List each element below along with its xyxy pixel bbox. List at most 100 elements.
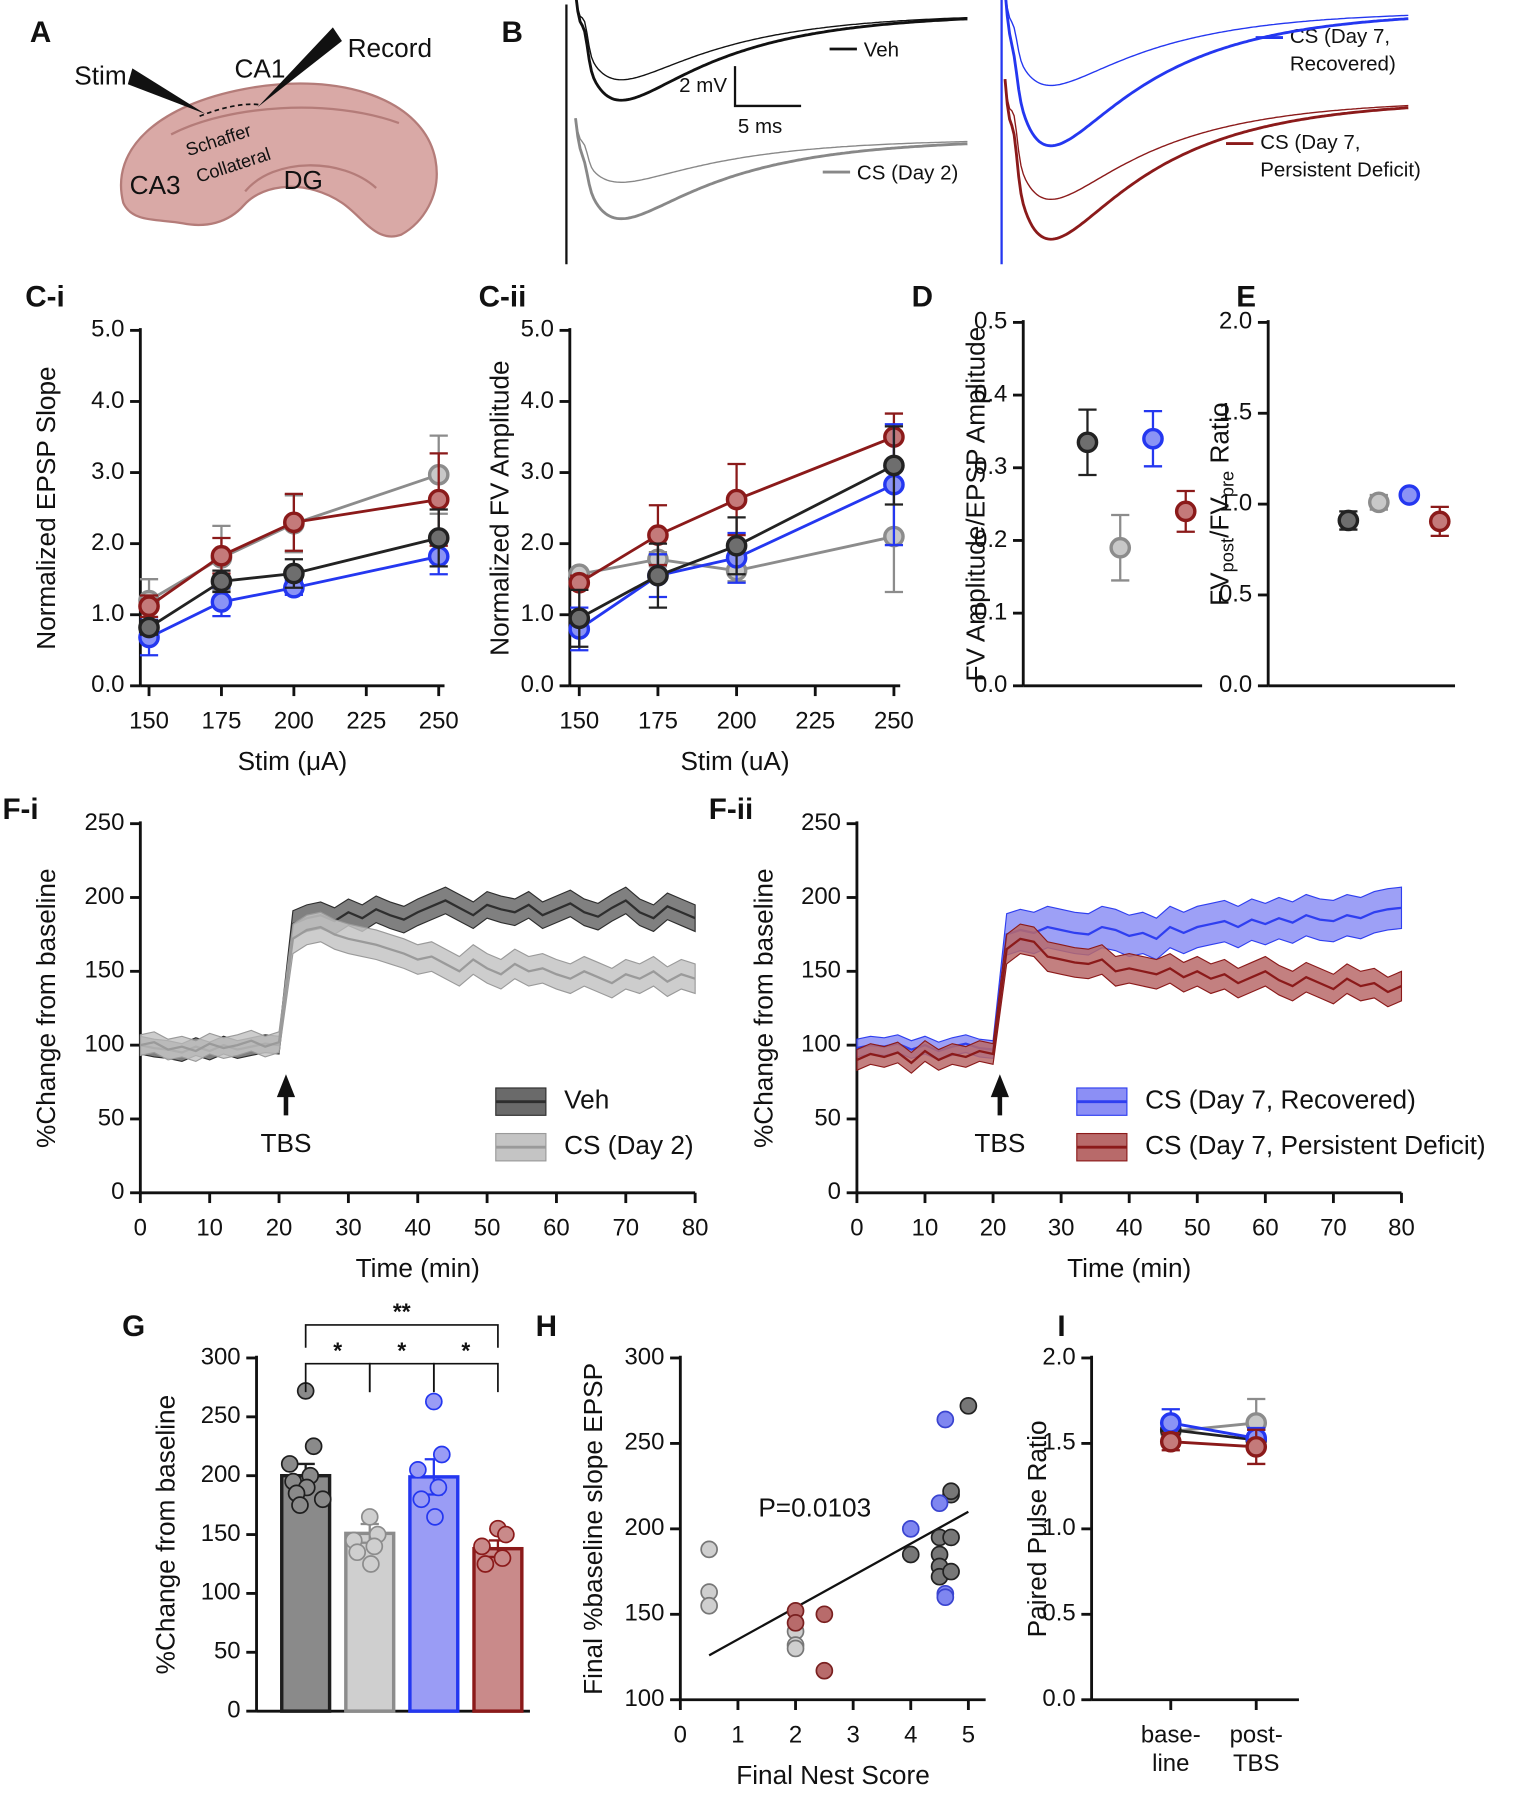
traces: B Veh CS (Day 2) CS (Day 7, Recovered) C… bbox=[501, 0, 1421, 265]
label: CA1 bbox=[234, 54, 285, 84]
x-tick-label: 60 bbox=[1252, 1215, 1279, 1242]
y-tick-label: 200 bbox=[201, 1461, 241, 1488]
marker bbox=[883, 454, 905, 477]
data-point bbox=[700, 1540, 718, 1559]
x-axis-label: Time (min) bbox=[1067, 1253, 1191, 1283]
y-tick-label: 150 bbox=[801, 957, 841, 984]
marker bbox=[1428, 510, 1451, 533]
series-line bbox=[1170, 1440, 1257, 1449]
x-tick-label: 1 bbox=[731, 1722, 744, 1749]
y-tick-label: 250 bbox=[84, 809, 124, 836]
y-axis-label: %Change from baseline bbox=[31, 868, 61, 1147]
x-tick-label: 0 bbox=[674, 1722, 687, 1749]
trace bbox=[575, 0, 968, 81]
x-axis-label: Stim (μA) bbox=[238, 746, 348, 776]
y-tick-label: 1.5 bbox=[1042, 1429, 1075, 1456]
x-tick-label: 225 bbox=[795, 708, 835, 735]
data-point bbox=[280, 1455, 299, 1473]
y-axis-label: Normalized EPSP Slope bbox=[31, 366, 61, 649]
annotation-arrow bbox=[990, 1074, 1009, 1116]
marker bbox=[1245, 1436, 1268, 1458]
x-axis-label: Stim (uA) bbox=[680, 746, 789, 776]
series-line bbox=[578, 483, 895, 631]
trace bbox=[1003, 79, 1409, 241]
y-axis-label-part: FV bbox=[1204, 572, 1234, 606]
legend-label: Persistent Deficit) bbox=[1260, 158, 1421, 181]
x-tick-label: 250 bbox=[419, 708, 459, 735]
panel-label: F-ii bbox=[709, 793, 753, 826]
y-axis-label: Paired Pulse Ratio bbox=[1022, 1420, 1052, 1637]
x-tick-label: 0 bbox=[850, 1215, 863, 1242]
x-tick-label: 20 bbox=[980, 1215, 1007, 1242]
error-band bbox=[139, 911, 696, 1062]
series-line bbox=[148, 555, 440, 639]
trace bbox=[574, 118, 968, 221]
y-tick-label: 1.0 bbox=[521, 600, 554, 627]
x-tick-label: base- bbox=[1141, 1722, 1201, 1749]
data-point bbox=[930, 1494, 949, 1513]
y-tick-label: 3.0 bbox=[521, 458, 554, 485]
data-point bbox=[942, 1482, 960, 1501]
data-point bbox=[432, 1445, 451, 1464]
series-line bbox=[856, 937, 1402, 1065]
panel-label: C-ii bbox=[479, 280, 527, 313]
significance-bracket bbox=[368, 1362, 435, 1393]
series-line bbox=[148, 473, 440, 602]
record-electrode bbox=[257, 27, 342, 108]
annotation: TBS bbox=[261, 1128, 312, 1158]
marker bbox=[725, 534, 748, 557]
x-tick-label: 200 bbox=[274, 708, 314, 735]
marker bbox=[210, 570, 233, 593]
y-tick-label: 300 bbox=[624, 1343, 664, 1370]
y-tick-label: 0.4 bbox=[974, 380, 1007, 407]
data-point bbox=[901, 1545, 920, 1564]
legend-label: CS (Day 7, bbox=[1290, 25, 1390, 48]
fit-line bbox=[708, 1510, 969, 1657]
marker bbox=[1142, 427, 1164, 450]
y-tick-label: 150 bbox=[201, 1520, 241, 1547]
bar bbox=[280, 1473, 332, 1713]
data-point bbox=[409, 1460, 427, 1479]
legend-label: Recovered) bbox=[1290, 52, 1396, 75]
stim-electrode bbox=[127, 68, 206, 114]
y-axis-label: Final %baseline slope EPSP bbox=[578, 1363, 608, 1695]
series-line bbox=[148, 536, 440, 629]
y-tick-label: 0.0 bbox=[1219, 671, 1252, 698]
x-tick-label: 3 bbox=[847, 1722, 860, 1749]
legend-label: CS (Day 2) bbox=[564, 1130, 694, 1160]
series-line bbox=[148, 498, 439, 608]
data-point bbox=[425, 1392, 443, 1411]
x-tick-label: 10 bbox=[196, 1215, 223, 1242]
x-tick-label: 70 bbox=[612, 1215, 639, 1242]
series-line bbox=[579, 535, 895, 576]
x-tick-label: 80 bbox=[682, 1215, 709, 1242]
legend-label: CS (Day 7, Recovered) bbox=[1145, 1085, 1416, 1115]
legend-label: CS (Day 7, bbox=[1260, 131, 1360, 154]
x-tick-label: 20 bbox=[266, 1215, 293, 1242]
y-tick-label: 5.0 bbox=[521, 316, 554, 343]
panel-label: E bbox=[1236, 280, 1256, 313]
significance-label: * bbox=[397, 1337, 406, 1363]
data-point bbox=[429, 1478, 448, 1497]
data-point bbox=[493, 1549, 512, 1567]
ca-layer bbox=[170, 106, 400, 136]
y-tick-label: 250 bbox=[801, 809, 841, 836]
data-point bbox=[360, 1508, 379, 1526]
panel-label: B bbox=[501, 16, 522, 49]
significance-label: * bbox=[461, 1337, 470, 1363]
panel-label: A bbox=[30, 16, 51, 49]
x-tick-label: 40 bbox=[1116, 1215, 1143, 1242]
x-tick-label: 200 bbox=[717, 708, 757, 735]
x-tick-label: 50 bbox=[474, 1215, 501, 1242]
data-point bbox=[476, 1555, 495, 1573]
label: Record bbox=[348, 33, 432, 63]
hippocampus-shape bbox=[119, 82, 438, 238]
y-tick-label: 1.0 bbox=[1219, 489, 1252, 516]
y-tick-label: 100 bbox=[84, 1030, 124, 1057]
x-tick-label: 50 bbox=[1184, 1215, 1211, 1242]
data-point bbox=[936, 1410, 955, 1429]
y-tick-label: 2.0 bbox=[521, 529, 554, 556]
data-point bbox=[291, 1496, 309, 1514]
marker bbox=[138, 616, 160, 639]
data-point bbox=[304, 1437, 323, 1456]
